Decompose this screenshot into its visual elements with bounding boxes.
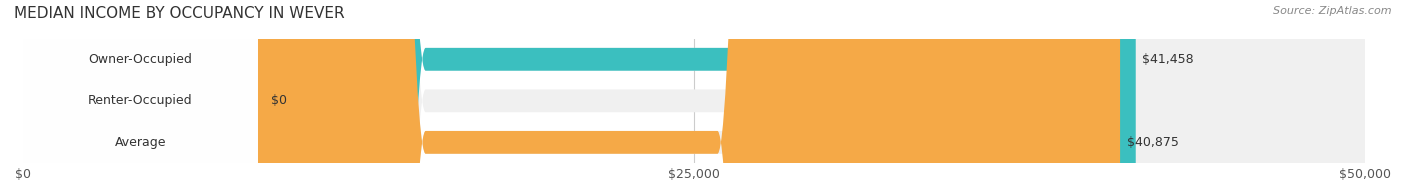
FancyBboxPatch shape [22, 0, 257, 196]
Text: Owner-Occupied: Owner-Occupied [89, 53, 193, 66]
FancyBboxPatch shape [22, 0, 1121, 196]
Text: MEDIAN INCOME BY OCCUPANCY IN WEVER: MEDIAN INCOME BY OCCUPANCY IN WEVER [14, 6, 344, 21]
Text: Source: ZipAtlas.com: Source: ZipAtlas.com [1274, 6, 1392, 16]
Text: Renter-Occupied: Renter-Occupied [89, 94, 193, 107]
Text: $0: $0 [271, 94, 287, 107]
FancyBboxPatch shape [22, 0, 1365, 196]
FancyBboxPatch shape [22, 0, 1365, 196]
FancyBboxPatch shape [22, 0, 257, 196]
Text: Average: Average [115, 136, 166, 149]
Text: $40,875: $40,875 [1126, 136, 1178, 149]
FancyBboxPatch shape [22, 0, 257, 196]
FancyBboxPatch shape [22, 0, 1365, 196]
FancyBboxPatch shape [22, 0, 1136, 196]
Text: $41,458: $41,458 [1143, 53, 1194, 66]
